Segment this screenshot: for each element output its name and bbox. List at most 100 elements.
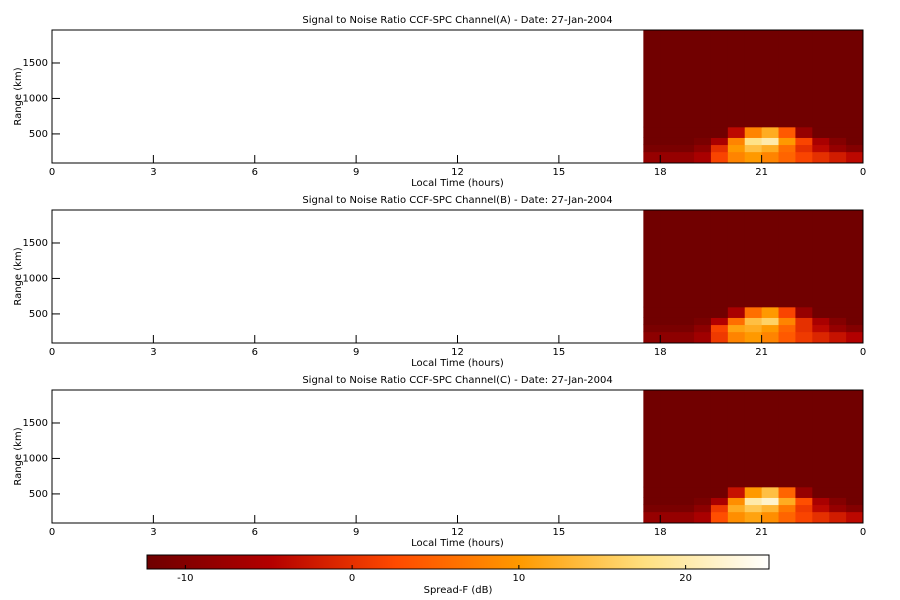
heatmap-cell: [846, 144, 864, 153]
heatmap-cell: [761, 30, 780, 128]
heatmap-cell: [829, 137, 847, 146]
heatmap-cell: [677, 210, 695, 308]
heatmap-cell: [727, 511, 746, 524]
heatmap-cell: [677, 306, 695, 318]
heatmap-cell: [795, 324, 813, 333]
heatmap-cell: [761, 306, 780, 318]
heatmap-cell: [778, 497, 796, 506]
heatmap-cell: [643, 151, 661, 164]
y-tick-label: 1000: [23, 93, 48, 104]
colorbar-tick-label: 20: [679, 573, 692, 584]
heatmap-cell: [829, 317, 847, 326]
heatmap-cell: [660, 126, 678, 138]
heatmap-cell: [778, 306, 796, 318]
x-tick-label: 0: [49, 167, 55, 178]
colorbar: [146, 554, 770, 570]
heatmap-cell: [660, 486, 678, 498]
heatmap-cell: [761, 317, 780, 326]
heatmap-cell: [829, 144, 847, 153]
heatmap-cell: [795, 486, 813, 498]
heatmap-cell: [677, 317, 695, 326]
heatmap-cell: [812, 151, 830, 164]
heatmap-cell: [677, 390, 695, 488]
heatmap-cell: [846, 210, 864, 308]
x-tick-label: 21: [755, 527, 768, 538]
heatmap-cell: [795, 306, 813, 318]
heatmap-cell: [761, 151, 780, 164]
heatmap-cell: [846, 504, 864, 513]
x-tick-label: 6: [252, 347, 258, 358]
heatmap-cell: [778, 30, 796, 128]
heatmap-cell: [710, 390, 729, 488]
heatmap-cell: [829, 497, 847, 506]
heatmap-cell: [694, 331, 712, 344]
x-axis-label: Local Time (hours): [411, 358, 504, 369]
heatmap-cell: [694, 511, 712, 524]
heatmap-cell: [795, 497, 813, 506]
heatmap-cell: [846, 486, 864, 498]
heatmap-cell: [727, 210, 746, 308]
heatmap-cell: [812, 497, 830, 506]
heatmap-cell: [778, 331, 796, 344]
heatmap-cell: [812, 144, 830, 153]
heatmap-cell: [795, 504, 813, 513]
heatmap-cell: [744, 144, 763, 153]
heatmap-cell: [778, 126, 796, 138]
x-tick-label: 0: [49, 527, 55, 538]
heatmap-cell: [710, 511, 729, 524]
heatmap-cell: [643, 497, 661, 506]
heatmap-cell: [660, 151, 678, 164]
heatmap-cell: [846, 331, 864, 344]
heatmap-cell: [812, 504, 830, 513]
heatmap-cell: [761, 324, 780, 333]
colorbar-tick-label: 0: [349, 573, 355, 584]
heatmap-cell: [829, 486, 847, 498]
heatmap-cell: [727, 317, 746, 326]
x-tick-label: 15: [553, 347, 566, 358]
heatmap-cell: [660, 331, 678, 344]
x-tick-label: 3: [150, 167, 156, 178]
heatmap-cell: [643, 511, 661, 524]
heatmap-cell: [694, 137, 712, 146]
heatmap-cell: [778, 151, 796, 164]
heatmap-cell: [710, 137, 729, 146]
heatmap-cell: [778, 504, 796, 513]
heatmap-cell: [778, 317, 796, 326]
heatmap-cell: [643, 486, 661, 498]
heatmap-cell: [846, 324, 864, 333]
x-tick-label: 9: [353, 347, 359, 358]
heatmap-cell: [761, 497, 780, 506]
heatmap-cell: [727, 126, 746, 138]
heatmap-cell: [710, 504, 729, 513]
x-tick-label: 3: [150, 347, 156, 358]
heatmap-cell: [795, 390, 813, 488]
heatmap-cell: [744, 306, 763, 318]
heatmap-cell: [710, 30, 729, 128]
heatmap-cell: [795, 317, 813, 326]
heatmap-cell: [677, 30, 695, 128]
heatmap-cell: [761, 390, 780, 488]
heatmap-cell: [812, 30, 830, 128]
heatmap-cell: [812, 390, 830, 488]
heatmap-cell: [812, 331, 830, 344]
heatmap-cell: [643, 210, 661, 308]
x-tick-label: 9: [353, 167, 359, 178]
heatmap-cell: [795, 144, 813, 153]
heatmap-cell: [727, 331, 746, 344]
heatmap-cell: [795, 126, 813, 138]
y-tick-label: 500: [29, 309, 48, 320]
x-tick-label: 12: [451, 167, 464, 178]
heatmap-cell: [677, 324, 695, 333]
heatmap-cell: [795, 137, 813, 146]
heatmap-cell: [744, 511, 763, 524]
heatmap-cell: [710, 210, 729, 308]
heatmap-cell: [846, 137, 864, 146]
heatmap-cell: [744, 486, 763, 498]
heatmap-cell: [829, 511, 847, 524]
x-tick-label: 18: [654, 167, 667, 178]
heatmap-cell: [677, 504, 695, 513]
heatmap-cell: [643, 317, 661, 326]
heatmap-cell: [694, 306, 712, 318]
heatmap-cell: [660, 137, 678, 146]
